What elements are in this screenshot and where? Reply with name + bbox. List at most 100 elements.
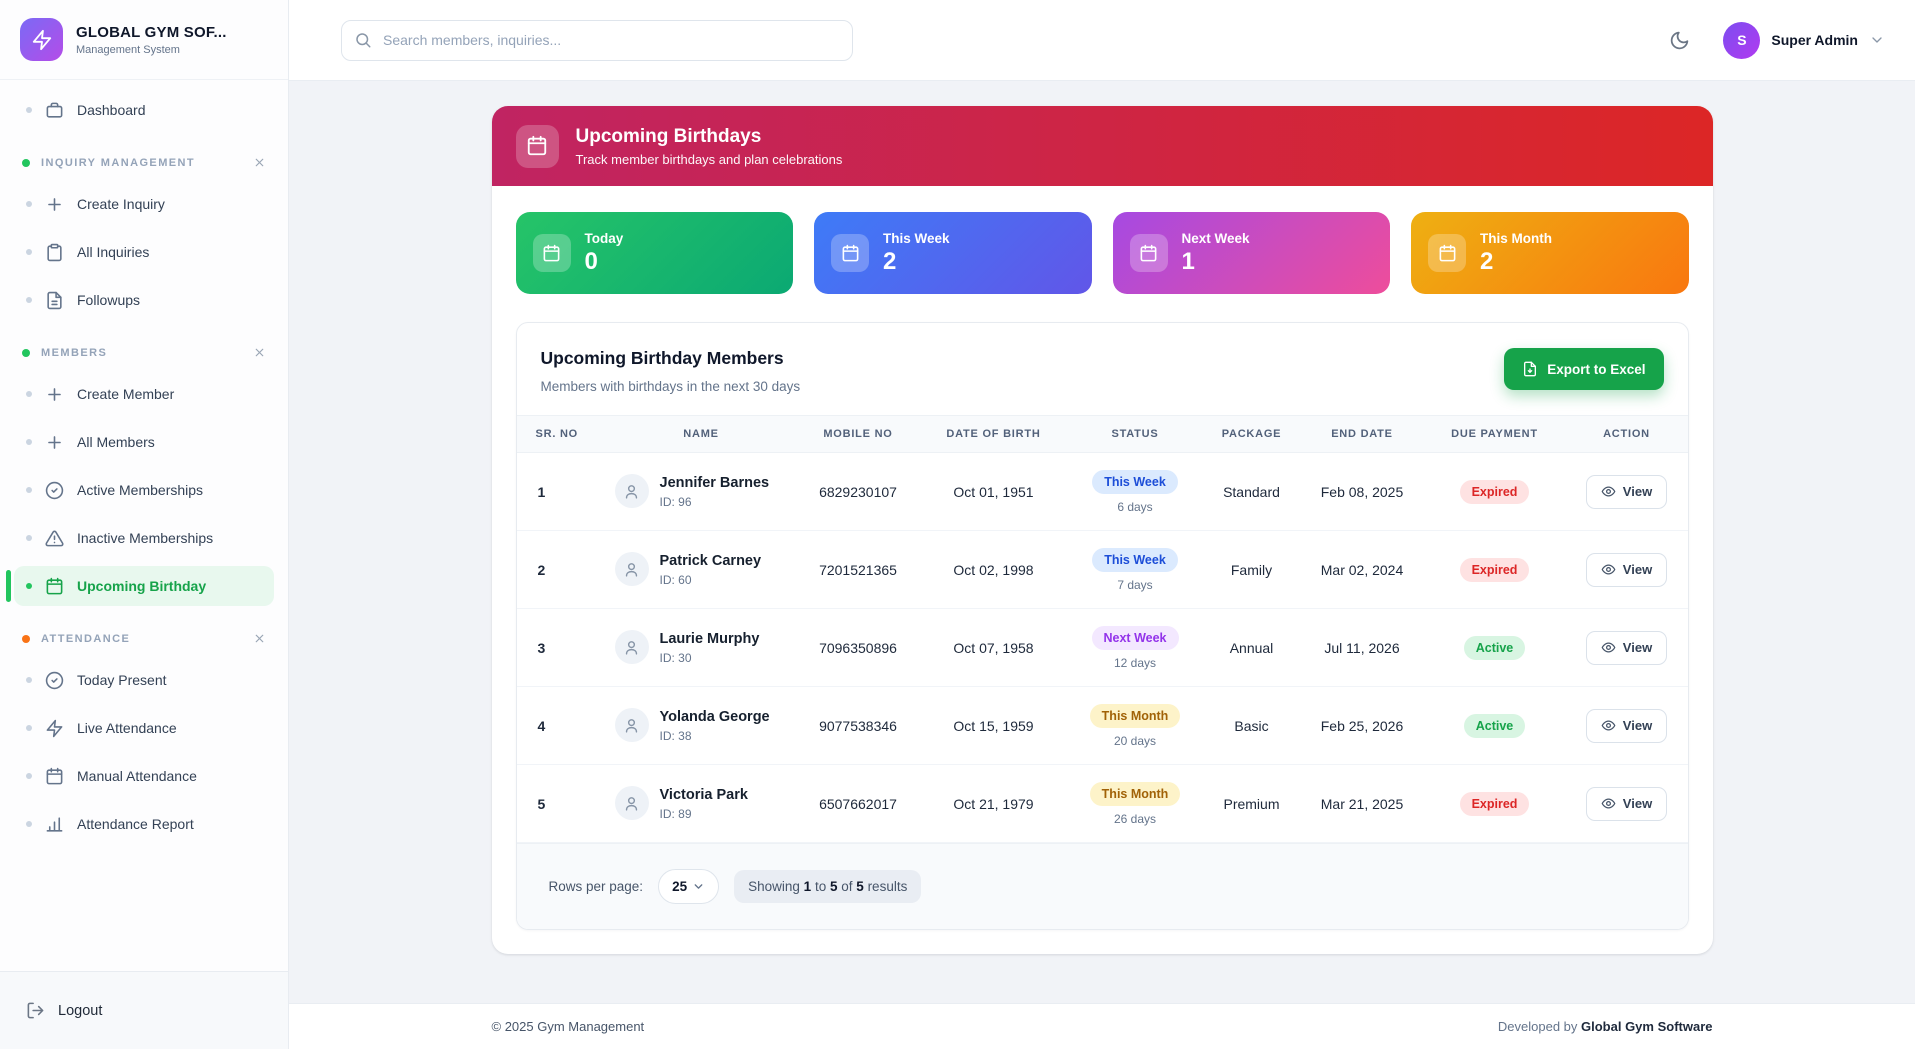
stat-card-this-month: This Month 2 xyxy=(1411,212,1689,294)
stat-value: 0 xyxy=(584,247,598,275)
member-avatar xyxy=(614,786,649,821)
briefcase-icon xyxy=(45,101,64,120)
cell-srno: 2 xyxy=(537,561,546,578)
sidebar-item-all-inquiries[interactable]: All Inquiries xyxy=(14,232,274,272)
sidebar-item-manual-attendance[interactable]: Manual Attendance xyxy=(14,756,274,796)
sidebar-item-attendance-report[interactable]: Attendance Report xyxy=(14,804,274,844)
sidebar-item-live-attendance[interactable]: Live Attendance xyxy=(14,708,274,748)
days-until: 20 days xyxy=(1113,733,1157,748)
due-payment-badge: Active xyxy=(1463,713,1526,738)
sidebar-item-label: All Members xyxy=(77,434,155,450)
sidebar-item-followups[interactable]: Followups xyxy=(14,280,274,320)
sidebar-item-upcoming-birthday[interactable]: Upcoming Birthday xyxy=(6,566,274,606)
status-badge: This Week xyxy=(1092,469,1178,494)
cell-end-date: Mar 21, 2025 xyxy=(1320,795,1404,812)
cell-package: Family xyxy=(1230,561,1273,578)
stat-value: 1 xyxy=(1181,247,1195,275)
rows-per-page-select[interactable]: 25 xyxy=(658,869,720,904)
check-circle-icon xyxy=(45,671,64,690)
days-until: 12 days xyxy=(1113,655,1157,670)
chevron-down-icon xyxy=(1869,32,1885,48)
cell-mobile: 7201521365 xyxy=(819,561,897,578)
status-badge: This Month xyxy=(1089,781,1181,806)
close-icon[interactable] xyxy=(253,346,266,359)
view-button[interactable]: View xyxy=(1585,786,1668,821)
view-button[interactable]: View xyxy=(1585,552,1668,587)
sidebar-item-today-present[interactable]: Today Present xyxy=(14,660,274,700)
sidebar-item-active-memberships[interactable]: Active Memberships xyxy=(14,470,274,510)
close-icon[interactable] xyxy=(253,632,266,645)
moon-icon[interactable] xyxy=(1669,28,1693,52)
search-box xyxy=(341,19,853,61)
column-header: STATUS xyxy=(1111,428,1159,440)
view-button[interactable]: View xyxy=(1585,630,1668,665)
column-header: PACKAGE xyxy=(1221,428,1282,440)
sidebar-item-all-members[interactable]: All Members xyxy=(14,422,274,462)
stat-cards: Today 0 This Week 2 Ne xyxy=(515,212,1689,294)
search-icon xyxy=(354,31,372,49)
due-payment-badge: Expired xyxy=(1459,791,1530,816)
column-header: MOBILE NO xyxy=(823,428,893,440)
table-header-row: SR. NO NAME MOBILE NO DATE OF BIRTH STAT… xyxy=(516,415,1688,453)
sidebar-item-create-inquiry[interactable]: Create Inquiry xyxy=(14,184,274,224)
user-menu[interactable]: S Super Admin xyxy=(1723,21,1885,59)
check-circle-icon xyxy=(45,481,64,500)
eye-icon xyxy=(1601,486,1616,497)
table-subtitle: Members with birthdays in the next 30 da… xyxy=(540,379,801,394)
section-dot xyxy=(22,348,30,357)
bullet-dot xyxy=(26,677,32,683)
page-banner: Upcoming Birthdays Track member birthday… xyxy=(491,106,1713,186)
page-subtitle: Track member birthdays and plan celebrat… xyxy=(575,151,843,167)
plus-icon xyxy=(45,385,64,404)
stat-label: This Week xyxy=(883,230,950,246)
cell-mobile: 6507662017 xyxy=(819,795,897,812)
status-badge: Next Week xyxy=(1091,625,1179,650)
view-button[interactable]: View xyxy=(1585,474,1668,509)
stat-label: Today xyxy=(584,230,624,246)
table-row: 3 Laurie Murphy ID: 30 7096350896 Oct 07,… xyxy=(516,609,1688,687)
table-row: 2 Patrick Carney ID: 60 7201521365 Oct 02… xyxy=(516,531,1688,609)
cell-package: Standard xyxy=(1223,483,1280,500)
sidebar-item-create-member[interactable]: Create Member xyxy=(14,374,274,414)
cell-dob: Oct 21, 1979 xyxy=(953,795,1034,812)
cell-end-date: Feb 25, 2026 xyxy=(1320,717,1404,734)
bar-chart-icon xyxy=(45,815,64,834)
zap-icon xyxy=(45,719,64,738)
sidebar: GLOBAL GYM SOF... Management System Dash… xyxy=(0,0,289,1049)
eye-icon xyxy=(1601,798,1616,809)
section-dot xyxy=(22,158,30,167)
stat-card-this-week: This Week 2 xyxy=(814,212,1092,294)
bullet-dot xyxy=(26,201,32,207)
sidebar-item-dashboard[interactable]: Dashboard xyxy=(14,90,274,130)
search-input[interactable] xyxy=(341,19,853,61)
sidebar-item-label: Attendance Report xyxy=(77,816,194,832)
due-payment-badge: Expired xyxy=(1459,479,1530,504)
main-content: Upcoming Birthdays Track member birthday… xyxy=(289,81,1915,1003)
logout-button[interactable]: Logout xyxy=(0,971,288,1049)
eye-icon xyxy=(1601,564,1616,575)
file-text-icon xyxy=(45,291,64,310)
eye-icon xyxy=(1601,642,1616,653)
member-name: Patrick Carney xyxy=(659,552,762,569)
bullet-dot xyxy=(26,297,32,303)
close-icon[interactable] xyxy=(253,156,266,169)
days-until: 7 days xyxy=(1117,577,1153,592)
table-row: 4 Yolanda George ID: 38 9077538346 Oct 15… xyxy=(516,687,1688,765)
bullet-dot xyxy=(26,391,32,397)
sidebar-item-label: Manual Attendance xyxy=(77,768,197,784)
calendar-icon xyxy=(1428,234,1466,272)
member-id: ID: 30 xyxy=(659,651,692,666)
stat-card-today: Today 0 xyxy=(515,212,793,294)
member-name: Yolanda George xyxy=(659,708,770,725)
calendar-icon xyxy=(1129,234,1168,272)
top-bar: S Super Admin xyxy=(289,0,1915,81)
export-to-excel-button[interactable]: Export to Excel xyxy=(1504,348,1664,390)
member-avatar xyxy=(614,630,649,665)
sidebar-item-inactive-memberships[interactable]: Inactive Memberships xyxy=(14,518,274,558)
stat-value: 2 xyxy=(1480,247,1494,275)
view-button[interactable]: View xyxy=(1585,708,1668,743)
sidebar-section-members: MEMBERS xyxy=(22,346,266,359)
stat-value: 2 xyxy=(883,247,897,275)
due-payment-badge: Expired xyxy=(1459,557,1530,582)
section-label: INQUIRY MANAGEMENT xyxy=(41,156,196,169)
